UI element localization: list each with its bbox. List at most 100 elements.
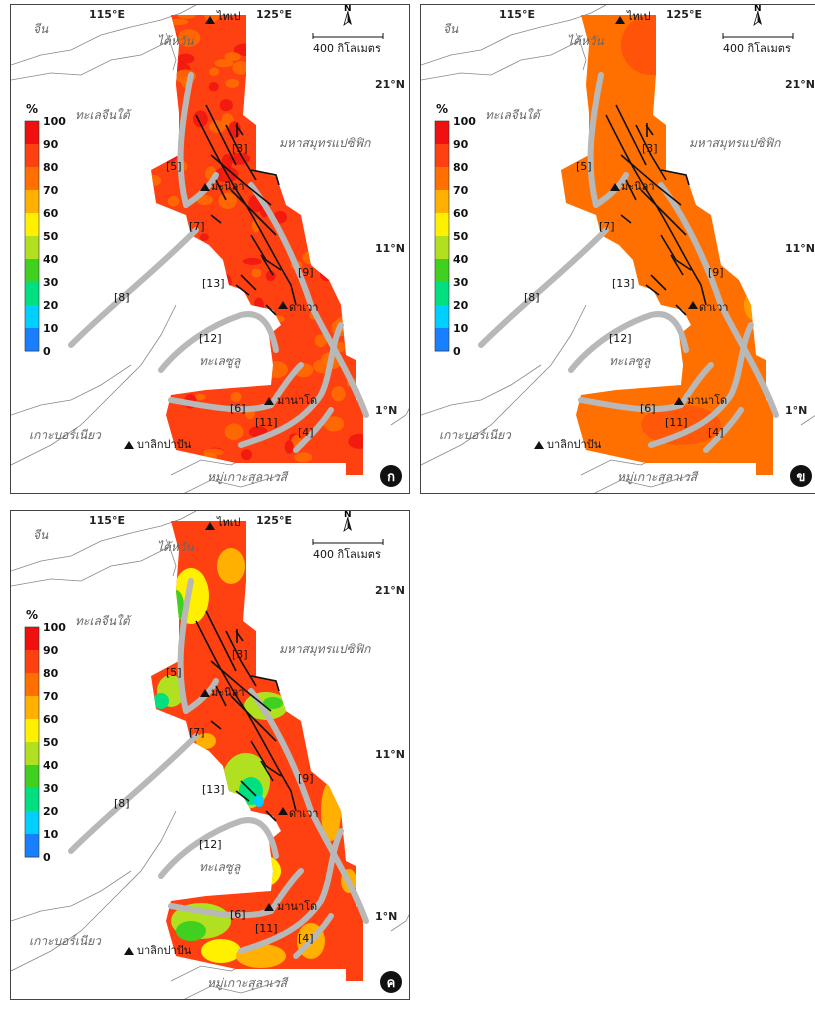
heat-blob: [358, 311, 363, 326]
heat-blob: [199, 233, 209, 241]
legend-tick-label: 40: [43, 759, 59, 772]
legend-swatch: [25, 742, 39, 766]
heat-blob: [151, 152, 158, 169]
heat-blob: [201, 939, 241, 963]
fault-label-11: [11]: [255, 416, 278, 429]
heat-blob: [201, 296, 212, 304]
heat-blob: [174, 357, 188, 364]
heat-blob: [157, 283, 179, 302]
label-south-china-sea: ทะเลจีนใต้: [75, 614, 130, 628]
heat-blob: [351, 15, 363, 25]
fault-label-4: [4]: [708, 426, 724, 439]
heat-blob: [161, 110, 172, 124]
heat-blob: [244, 866, 268, 886]
heat-blob: [166, 375, 190, 385]
lat-label-21: 21°N: [375, 584, 406, 597]
heat-blob: [315, 465, 326, 475]
heat-blob: [250, 872, 264, 886]
heat-blob: [338, 61, 358, 76]
fault-label-5: [5]: [166, 666, 182, 679]
label-sulawesi: หมู่เกาะสุลาเวสี: [207, 470, 287, 484]
legend-tick-label: 0: [453, 345, 461, 358]
legend-tick-label: 90: [43, 644, 59, 657]
heat-blob: [225, 325, 246, 336]
legend-tick-label: 50: [43, 736, 59, 749]
heat-blob: [348, 433, 363, 449]
legend-tick-label: 0: [43, 851, 51, 864]
fault-label-7: [7]: [189, 220, 205, 233]
legend-swatch: [435, 213, 449, 237]
legend-swatch: [25, 811, 39, 835]
fault-label-4: [4]: [298, 932, 314, 945]
fault-label-13: [13]: [202, 783, 225, 796]
heat-blob: [248, 44, 271, 58]
legend-tick-label: 90: [453, 138, 469, 151]
heat-blob: [335, 258, 360, 273]
city-manado: มานาโด: [277, 394, 318, 407]
heat-blob: [356, 15, 363, 25]
label-sulawesi: หมู่เกาะสุลาเวสี: [617, 470, 697, 484]
legend-tick-label: 80: [43, 161, 59, 174]
lon-label-115: 115°E: [89, 8, 125, 21]
heat-blob: [331, 386, 346, 402]
heat-blob: [254, 877, 262, 885]
heat-blob: [276, 63, 289, 76]
legend-swatch: [435, 328, 449, 352]
label-china: จีน: [443, 22, 459, 36]
heat-blob: [288, 42, 297, 56]
heat-blob: [744, 289, 768, 321]
heat-blob: [151, 174, 162, 187]
heat-blob: [248, 21, 266, 36]
legend-tick-label: 100: [453, 115, 476, 128]
heat-blob: [333, 198, 350, 214]
legend-swatch: [435, 282, 449, 306]
fault-label-12: [12]: [609, 332, 632, 345]
heat-blob: [189, 295, 212, 313]
legend-tick-label: 100: [43, 115, 66, 128]
heat-blob: [310, 204, 330, 220]
label-south-china-sea: ทะเลจีนใต้: [485, 108, 540, 122]
heat-blob: [201, 452, 217, 461]
heat-blob: [336, 341, 346, 353]
fault-label-11: [11]: [255, 922, 278, 935]
legend-tick-label: 70: [453, 184, 469, 197]
heat-blob: [275, 97, 300, 107]
city-balikpapan: บาลิกปาปัน: [137, 944, 192, 957]
lat-label-1: 1°N: [785, 404, 808, 417]
heat-blob: [355, 296, 363, 306]
map-panel-c: 115°E 125°E N 400 กิโลเมตร 21°N 11°N 1°N…: [10, 510, 410, 1000]
lat-label-11: 11°N: [375, 748, 406, 761]
north-label: N: [344, 510, 352, 520]
heat-blob: [235, 295, 248, 307]
legend-tick-label: 30: [453, 276, 469, 289]
heat-blob: [251, 219, 260, 233]
heat-blob: [294, 452, 313, 463]
fault-label-8: [8]: [114, 797, 130, 810]
city-manila: มะนิลา: [621, 180, 655, 193]
heat-blob: [209, 67, 219, 76]
legend-title: %: [26, 102, 39, 116]
legend-tick-label: 100: [43, 621, 66, 634]
legend-tick-label: 10: [43, 828, 59, 841]
label-sulu-sea: ทะเลซูลู: [199, 860, 241, 874]
heat-blob: [225, 78, 240, 88]
lat-label-21: 21°N: [375, 78, 406, 91]
heat-blob: [336, 262, 353, 278]
legend-swatch: [25, 213, 39, 237]
heat-blob: [304, 68, 317, 84]
legend-tick-label: 60: [453, 207, 469, 220]
north-label: N: [344, 4, 352, 14]
fault-label-9: [9]: [298, 266, 314, 279]
heat-blob: [228, 370, 239, 387]
heat-blob: [151, 68, 161, 81]
fault-label-8: [8]: [524, 291, 540, 304]
fault-label-7: [7]: [599, 220, 615, 233]
lat-label-1: 1°N: [375, 910, 398, 923]
heat-blob: [361, 17, 363, 26]
heat-blob: [269, 315, 286, 323]
fault-label-5: [5]: [576, 160, 592, 173]
legend-swatch: [435, 236, 449, 260]
heat-blob: [297, 17, 310, 25]
map-panel-a: 115°E 125°E N 400 กิโลเมตร 21°N 11°N 1°N…: [10, 4, 410, 494]
legend-tick-label: 30: [43, 782, 59, 795]
